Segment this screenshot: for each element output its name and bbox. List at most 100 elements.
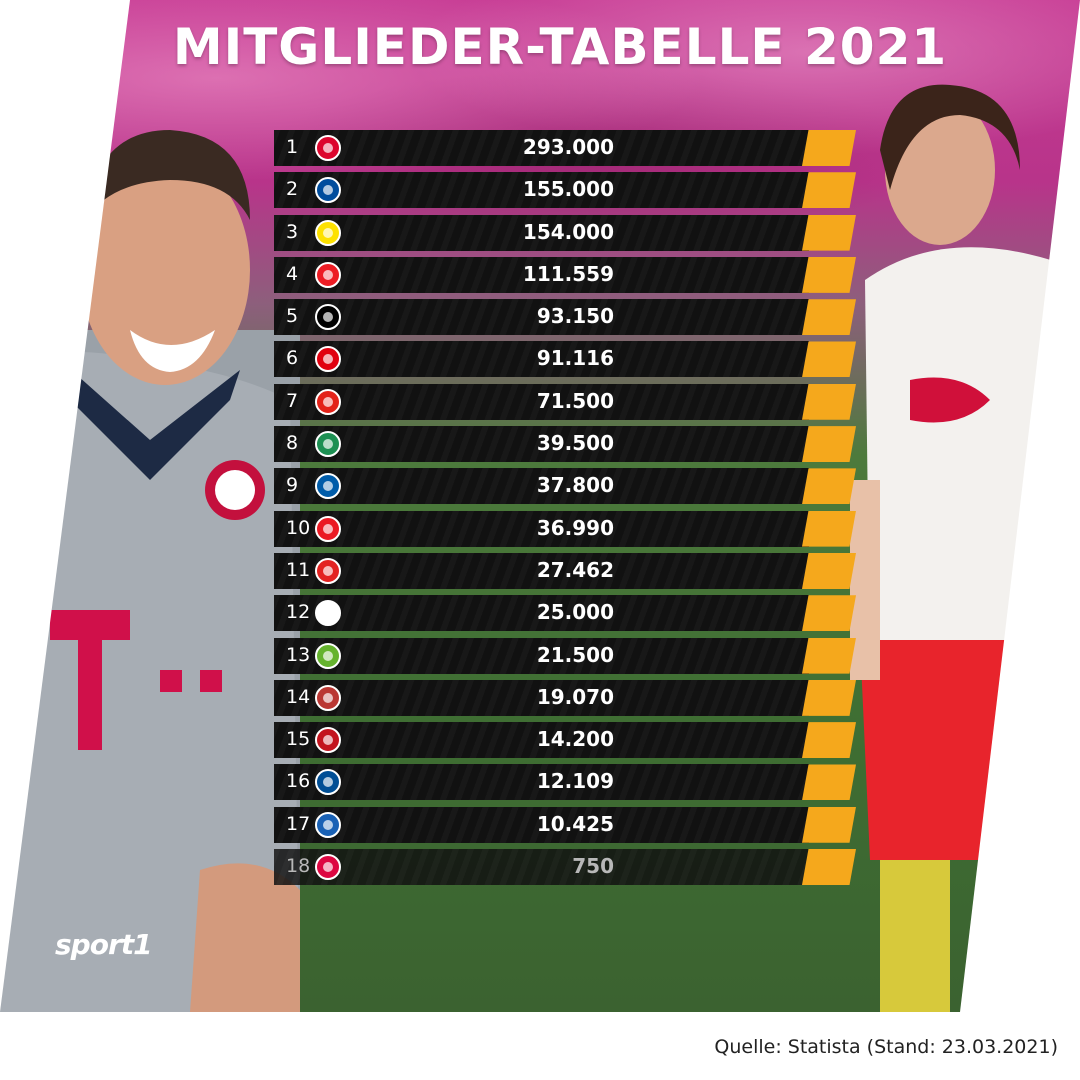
- koeln-icon: [315, 261, 341, 288]
- rank-number: 17: [286, 812, 311, 835]
- rank-number: 6: [286, 347, 299, 370]
- row-accent-tab: [802, 468, 856, 505]
- rank-number: 4: [286, 262, 299, 285]
- table-row: 9 37.800: [274, 468, 856, 505]
- leipzig-icon: [315, 854, 341, 881]
- table-row: 5 93.150: [274, 299, 856, 336]
- gladbach-icon: [315, 304, 341, 331]
- hertha-icon: [315, 473, 341, 500]
- row-accent-tab: [802, 256, 856, 293]
- table-row: 10 36.990: [274, 510, 856, 547]
- membership-table: 1 293.000 2 155.000 3 154.000 4 111.559 5 93.150 6…: [274, 130, 856, 891]
- bielefeld-icon: [315, 769, 341, 796]
- frankfurt-icon: [315, 346, 341, 373]
- row-accent-tab: [802, 383, 856, 420]
- row-accent-tab: [802, 130, 856, 166]
- leverkusen-icon: [315, 557, 341, 584]
- row-accent-tab: [802, 806, 856, 843]
- freiburg-icon: [315, 600, 341, 627]
- member-count: 39.500: [536, 431, 614, 456]
- row-background: [274, 552, 809, 589]
- member-count: 25.000: [536, 600, 614, 625]
- augsburg-icon: [315, 684, 341, 711]
- mainz-icon: [315, 727, 341, 754]
- table-row: 4 111.559: [274, 256, 856, 293]
- member-count: 750: [572, 854, 614, 879]
- poster-background: MITGLIEDER-TABELLE 2021 1 293.000 2 155.000…: [0, 0, 1080, 1012]
- row-accent-tab: [802, 595, 856, 632]
- row-background: [274, 341, 809, 378]
- row-accent-tab: [802, 172, 856, 209]
- row-background: [274, 764, 809, 801]
- row-background: [274, 426, 809, 463]
- stuttgart-icon: [315, 388, 341, 415]
- table-row: 3 154.000: [274, 214, 856, 251]
- row-accent-tab: [802, 764, 856, 801]
- table-row: 14 19.070: [274, 679, 856, 716]
- member-count: 93.150: [536, 304, 614, 329]
- schalke-icon: [315, 177, 341, 204]
- member-count: 21.500: [536, 642, 614, 667]
- row-accent-tab: [802, 426, 856, 463]
- member-count: 111.559: [522, 261, 614, 286]
- rank-number: 11: [286, 558, 311, 581]
- row-accent-tab: [802, 722, 856, 759]
- bvb-icon: [315, 219, 341, 246]
- member-count: 10.425: [536, 811, 614, 836]
- bayern-icon: [315, 135, 341, 161]
- member-count: 91.116: [536, 346, 614, 371]
- member-count: 19.070: [536, 684, 614, 709]
- table-row: 11 27.462: [274, 552, 856, 589]
- row-background: [274, 256, 809, 293]
- rank-number: 8: [286, 432, 299, 455]
- row-background: [274, 468, 809, 505]
- rank-number: 15: [286, 728, 311, 751]
- member-count: 155.000: [522, 177, 614, 202]
- row-background: [274, 299, 809, 336]
- table-row: 12 25.000: [274, 595, 856, 632]
- source-note: Quelle: Statista (Stand: 23.03.2021): [714, 1036, 1058, 1058]
- table-row: 13 21.500: [274, 637, 856, 674]
- row-background: [274, 214, 809, 251]
- row-background: [274, 679, 809, 716]
- brand-logo: sport1: [55, 928, 153, 961]
- table-row: 17 10.425: [274, 806, 856, 843]
- rank-number: 1: [286, 136, 299, 158]
- wolfsburg-icon: [315, 642, 341, 669]
- row-accent-tab: [802, 637, 856, 674]
- rank-number: 7: [286, 389, 299, 412]
- rank-number: 18: [286, 855, 311, 878]
- row-background: [274, 130, 809, 166]
- row-accent-tab: [802, 510, 856, 547]
- member-count: 14.200: [536, 727, 614, 752]
- union-icon: [315, 515, 341, 542]
- page-title: MITGLIEDER-TABELLE 2021: [172, 18, 948, 76]
- member-count: 71.500: [536, 388, 614, 413]
- row-accent-tab: [802, 679, 856, 716]
- member-count: 12.109: [536, 769, 614, 794]
- member-count: 293.000: [522, 135, 614, 159]
- rank-number: 3: [286, 220, 299, 243]
- row-background: [274, 806, 809, 843]
- rank-number: 12: [286, 601, 311, 624]
- table-row: 18 750: [274, 849, 856, 886]
- table-row: 2 155.000: [274, 172, 856, 209]
- hoffenheim-icon: [315, 811, 341, 838]
- row-accent-tab: [802, 341, 856, 378]
- table-row: 6 91.116: [274, 341, 856, 378]
- table-row: 15 14.200: [274, 722, 856, 759]
- table-row: 8 39.500: [274, 426, 856, 463]
- table-row: 1 293.000: [274, 130, 856, 166]
- rank-number: 14: [286, 685, 311, 708]
- rank-number: 13: [286, 643, 311, 666]
- row-accent-tab: [802, 552, 856, 589]
- table-row: 7 71.500: [274, 383, 856, 420]
- row-accent-tab: [802, 849, 856, 886]
- rank-number: 5: [286, 305, 299, 328]
- row-accent-tab: [802, 299, 856, 336]
- rank-number: 16: [286, 770, 311, 793]
- member-count: 154.000: [522, 219, 614, 244]
- member-count: 27.462: [536, 557, 614, 582]
- werder-icon: [315, 431, 341, 458]
- rank-number: 10: [286, 516, 311, 539]
